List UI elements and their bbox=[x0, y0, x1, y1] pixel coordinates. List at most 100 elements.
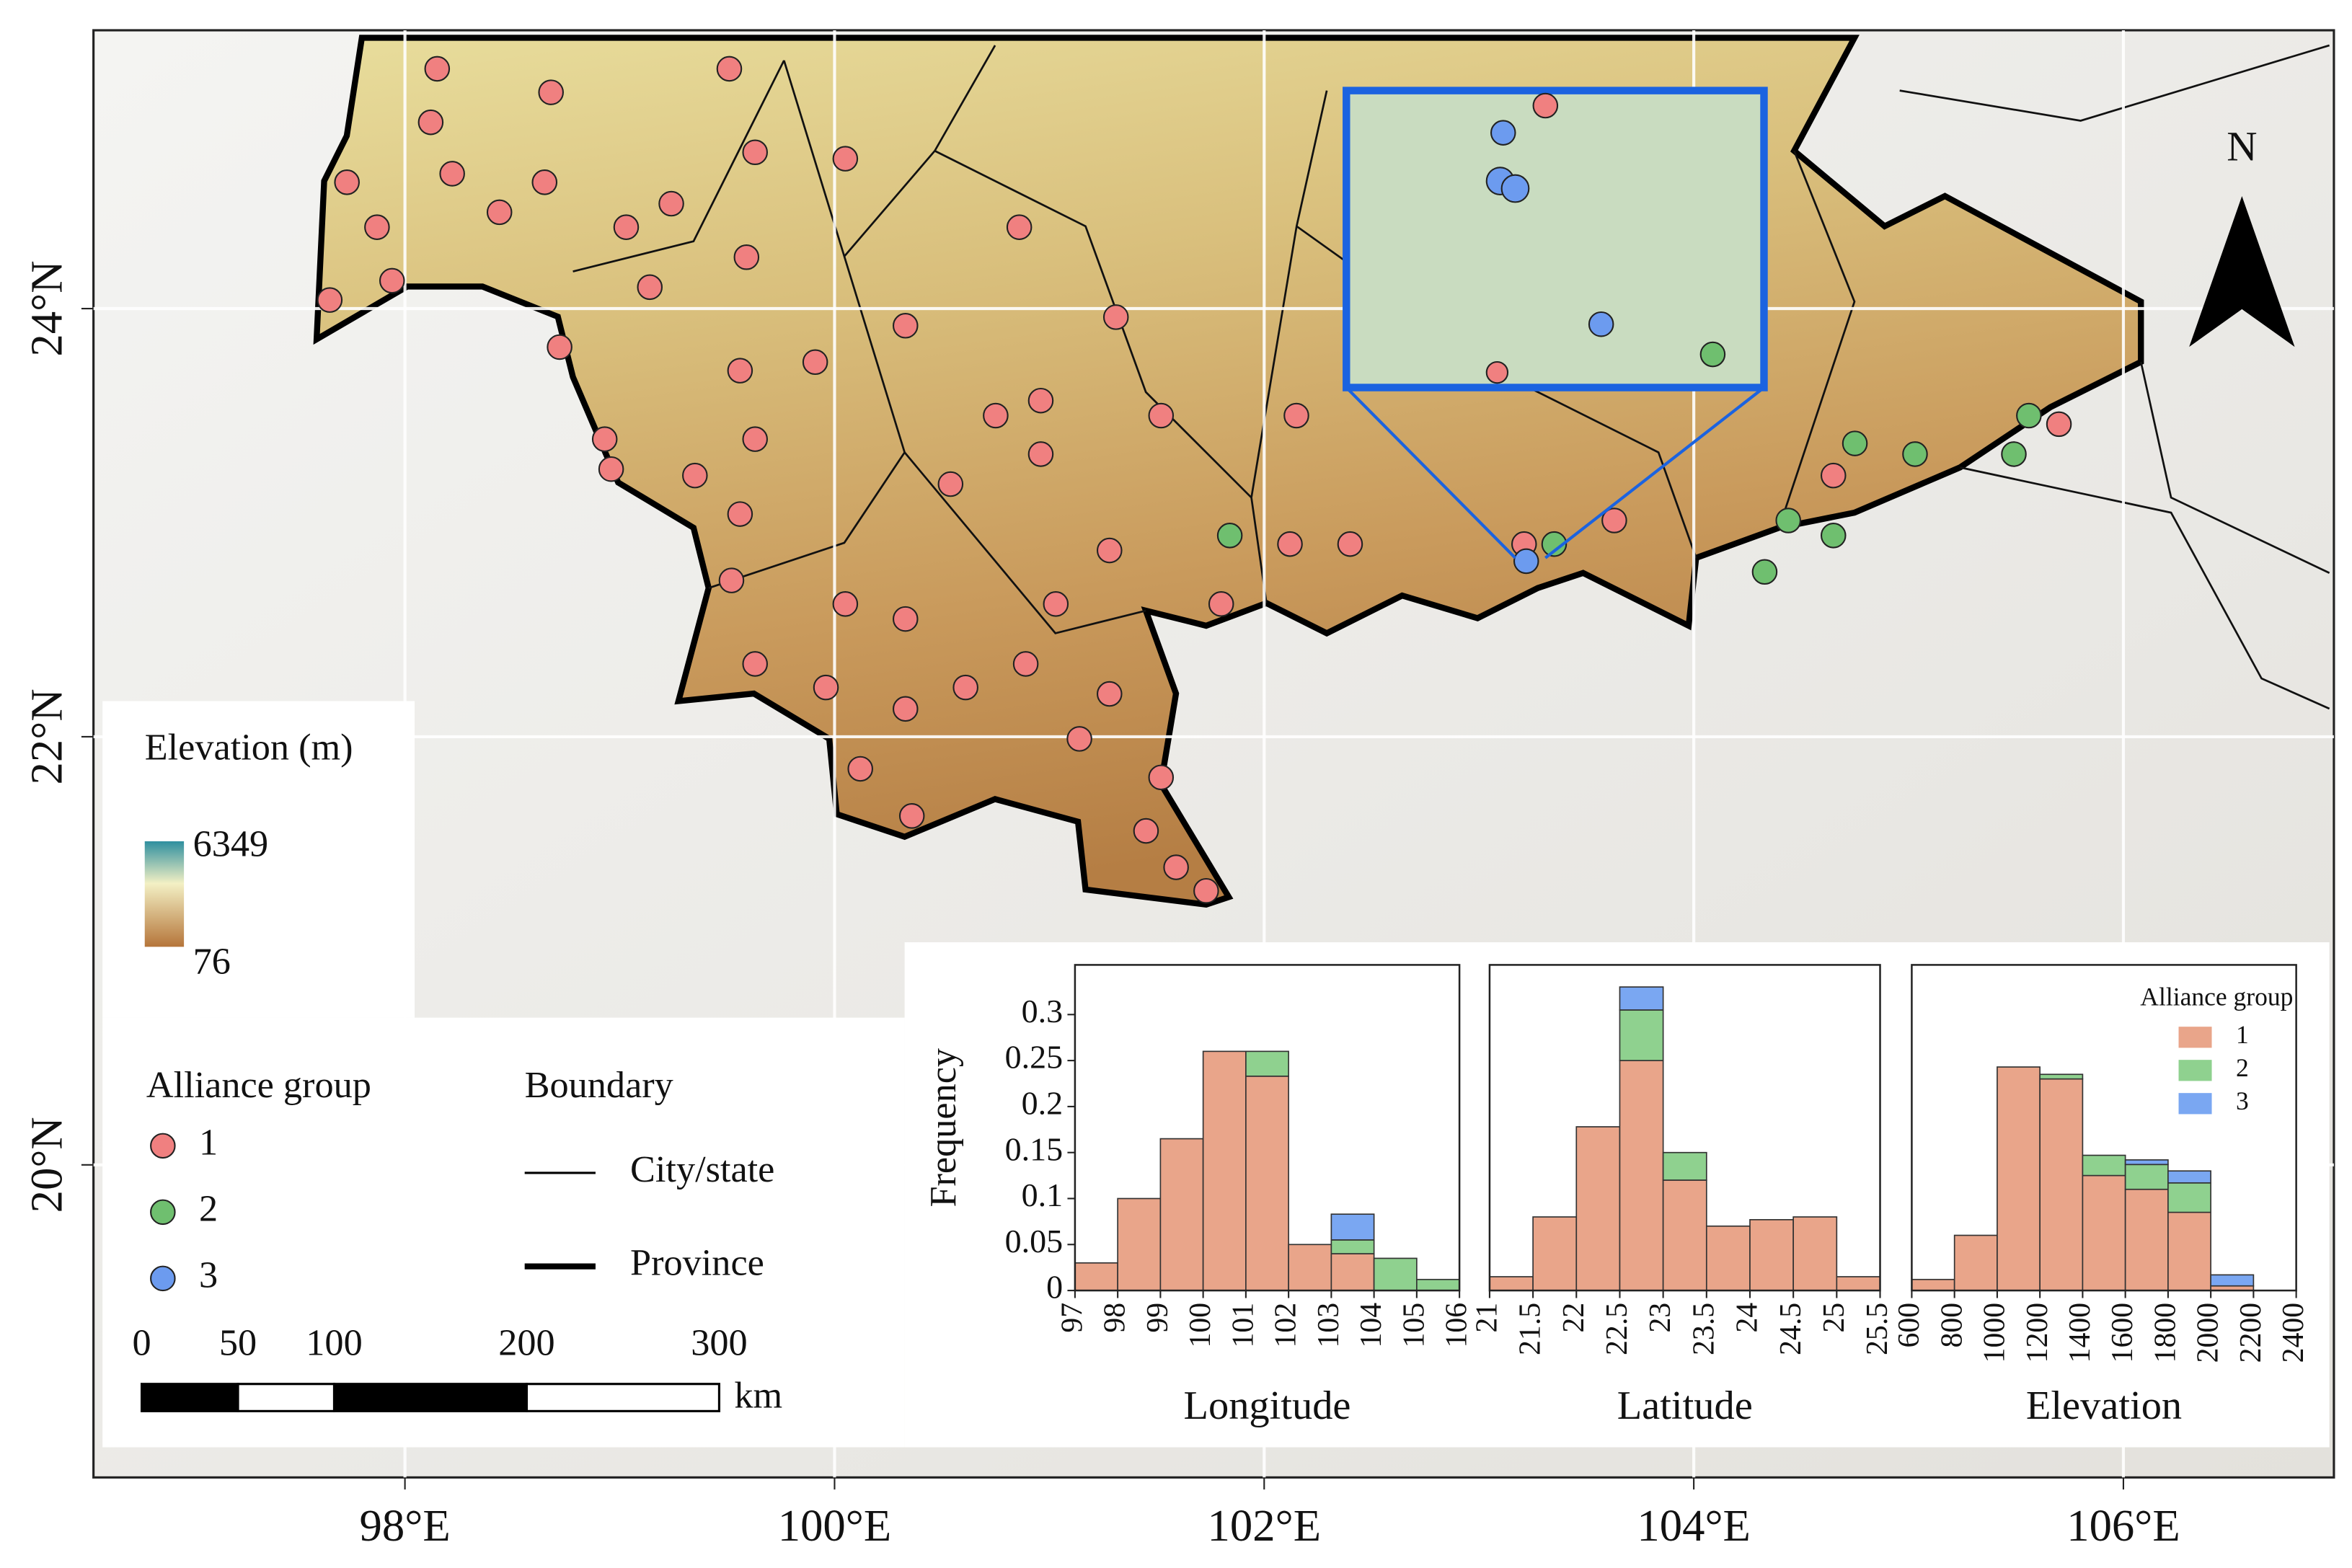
site-point bbox=[1027, 387, 1054, 414]
elevation-max: 6349 bbox=[193, 823, 269, 864]
histogram-bar bbox=[1749, 1219, 1794, 1291]
legend-label: 1 bbox=[2236, 1020, 2249, 1049]
x-tick-label: 22.5 bbox=[1601, 1303, 1634, 1355]
site-point bbox=[1601, 508, 1627, 533]
x-tick-label: 24.5 bbox=[1774, 1303, 1808, 1355]
site-point bbox=[1066, 726, 1092, 752]
site-point bbox=[1337, 531, 1363, 557]
x-tick-label: 24 bbox=[1731, 1303, 1764, 1333]
legend-marker bbox=[150, 1199, 176, 1226]
legend-swatch bbox=[2178, 1027, 2212, 1048]
scale-label: 100 bbox=[306, 1321, 362, 1363]
site-point bbox=[2016, 402, 2042, 429]
x-tick-label: 97 bbox=[1056, 1303, 1089, 1333]
site-point bbox=[1027, 441, 1054, 467]
site-point bbox=[898, 803, 925, 829]
site-point bbox=[733, 244, 760, 270]
histogram-bar bbox=[1245, 1050, 1289, 1077]
site-point bbox=[598, 456, 624, 482]
site-point bbox=[727, 358, 753, 384]
site-point bbox=[364, 214, 390, 240]
group-legend: 1 2 3 bbox=[150, 1121, 218, 1295]
x-tick-label: 99 bbox=[1141, 1303, 1175, 1333]
site-point bbox=[832, 146, 859, 172]
legend-title: Alliance group bbox=[2140, 983, 2293, 1011]
histogram-bar bbox=[1159, 1138, 1204, 1291]
x-tick-label: 23.5 bbox=[1687, 1303, 1720, 1355]
sites bbox=[317, 56, 2072, 904]
y-tick-label: 0.2 bbox=[1022, 1084, 1064, 1121]
x-tick-label: 22 bbox=[1557, 1303, 1591, 1333]
site-point bbox=[1006, 214, 1033, 240]
site-point bbox=[892, 606, 919, 632]
site-point bbox=[742, 139, 768, 166]
y-axis-label: Frequency bbox=[922, 1048, 964, 1208]
histogram-bar bbox=[1836, 1276, 1881, 1291]
x-tick-label: 1600 bbox=[2106, 1303, 2139, 1363]
site-point bbox=[1012, 651, 1039, 677]
site-point bbox=[1163, 854, 1189, 880]
histogram-bar bbox=[2124, 1159, 2169, 1166]
lat-label: 24°N bbox=[21, 260, 71, 356]
lat-label: 20°N bbox=[21, 1117, 71, 1213]
x-tick-label: 1000 bbox=[1979, 1303, 2012, 1363]
site-point bbox=[317, 287, 343, 313]
site-point bbox=[1775, 508, 1801, 533]
zoom-inset bbox=[1343, 87, 1768, 559]
histogram-bar bbox=[2167, 1182, 2211, 1213]
site-point bbox=[486, 199, 513, 226]
site-point bbox=[1541, 531, 1568, 557]
histogram-bar bbox=[1662, 1151, 1707, 1181]
legend-swatch bbox=[2178, 1093, 2212, 1115]
elevation-min: 76 bbox=[193, 940, 231, 982]
plot-frame bbox=[1911, 964, 2297, 1292]
histogram-bar bbox=[1997, 1066, 2041, 1291]
histogram-bar bbox=[1373, 1257, 1418, 1291]
site-point bbox=[1043, 591, 1069, 617]
site-point bbox=[613, 214, 640, 240]
x-tick-label: 103 bbox=[1312, 1303, 1345, 1348]
site-point bbox=[1283, 402, 1309, 429]
lon-label: 98°E bbox=[360, 1500, 451, 1551]
histogram-bar bbox=[1619, 1060, 1664, 1291]
x-tick-label: 25 bbox=[1818, 1303, 1851, 1333]
site-point bbox=[538, 79, 564, 105]
legend-marker bbox=[150, 1133, 176, 1159]
site-point bbox=[439, 161, 465, 187]
histogram-bar bbox=[1575, 1126, 1621, 1291]
y-tick-label: 0.1 bbox=[1022, 1177, 1064, 1213]
scale-segment bbox=[140, 1383, 239, 1412]
legend-swatch bbox=[2178, 1060, 2212, 1081]
x-tick-label: 2400 bbox=[2277, 1303, 2310, 1363]
histogram-bar bbox=[1619, 986, 1664, 1011]
x-tick-label: 98 bbox=[1099, 1303, 1132, 1333]
histogram-bar bbox=[1330, 1213, 1375, 1241]
x-tick-label: 1400 bbox=[2064, 1303, 2097, 1363]
site-point bbox=[1820, 523, 1847, 549]
y-tick-label: 0.25 bbox=[1005, 1039, 1064, 1076]
site-point bbox=[2046, 411, 2072, 438]
x-tick-label: 2200 bbox=[2234, 1303, 2268, 1363]
site-point bbox=[1102, 304, 1129, 330]
lat-label: 22°N bbox=[21, 688, 71, 784]
site-point bbox=[937, 471, 964, 497]
histogram-bar bbox=[1288, 1244, 1332, 1291]
legend-label: 3 bbox=[199, 1254, 218, 1295]
lon-label: 100°E bbox=[778, 1500, 891, 1551]
site-point bbox=[1097, 537, 1123, 564]
x-tick-label: 2000 bbox=[2192, 1303, 2225, 1363]
city-boundaries bbox=[572, 44, 2330, 710]
north-arrow bbox=[2189, 196, 2295, 347]
plot-frame bbox=[1488, 964, 1881, 1292]
histograms: 97 98 99 100 101 102 103 104 105 106 0 0.05 0.1 0.15 0… bbox=[922, 964, 2310, 1428]
histogram-bar bbox=[1662, 1179, 1707, 1291]
boundary-label: Province bbox=[630, 1242, 764, 1284]
site-point bbox=[417, 109, 444, 136]
x-tick-label: 21 bbox=[1471, 1303, 1504, 1333]
histogram-bar bbox=[2210, 1274, 2255, 1287]
histogram-bar bbox=[2082, 1174, 2126, 1291]
site-point bbox=[1148, 764, 1175, 791]
site-point bbox=[1820, 462, 1847, 489]
